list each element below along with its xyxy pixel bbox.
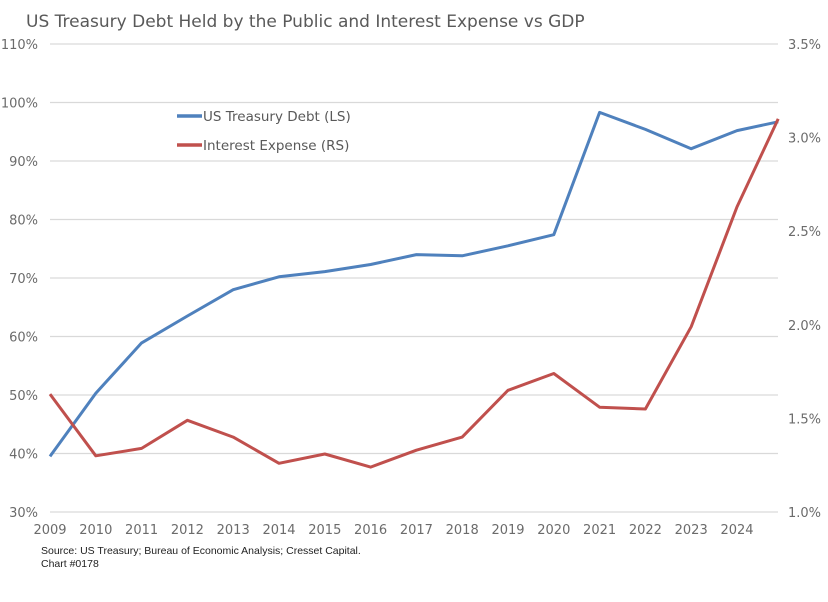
series-group xyxy=(48,110,780,469)
left-tick-label: 80% xyxy=(9,214,38,229)
x-tick-label: 2021 xyxy=(583,523,616,538)
left-tick-label: 50% xyxy=(9,389,38,404)
x-tick-label: 2014 xyxy=(262,523,295,538)
left-tick-label: 40% xyxy=(9,448,38,463)
left-tick-label: 60% xyxy=(9,331,38,346)
series-line-treasury-debt xyxy=(48,110,779,458)
x-tick-label: 2017 xyxy=(400,523,433,538)
left-tick-label: 70% xyxy=(9,272,38,287)
x-tick-label: 2024 xyxy=(720,523,753,538)
x-tick-label: 2018 xyxy=(446,523,479,538)
left-axis: 30% 40% 50% 60% 70% 80% 90% 100% 110% xyxy=(1,38,38,521)
x-tick-label: 2009 xyxy=(33,523,66,538)
x-tick-label: 2012 xyxy=(171,523,204,538)
left-tick-label: 90% xyxy=(9,155,38,170)
right-tick-label: 2.0% xyxy=(788,319,821,334)
right-tick-label: 2.5% xyxy=(788,225,821,240)
legend-label-interest: Interest Expense (RS) xyxy=(203,138,349,154)
legend-label-debt: US Treasury Debt (LS) xyxy=(203,109,351,125)
x-tick-label: 2016 xyxy=(354,523,387,538)
right-tick-label: 3.5% xyxy=(788,38,821,53)
legend: US Treasury Debt (LS) Interest Expense (… xyxy=(177,109,351,154)
x-tick-label: 2013 xyxy=(217,523,250,538)
x-tick-label: 2010 xyxy=(79,523,112,538)
gridlines xyxy=(50,43,778,513)
chart-title: US Treasury Debt Held by the Public and … xyxy=(26,12,585,32)
left-tick-label: 100% xyxy=(1,97,38,112)
x-tick-label: 2023 xyxy=(675,523,708,538)
series-line-interest-expense xyxy=(48,118,780,469)
chart-id: Chart #0178 xyxy=(41,558,99,570)
left-tick-label: 30% xyxy=(9,506,38,521)
left-tick-label: 110% xyxy=(1,38,38,53)
right-axis: 1.0% 1.5% 2.0% 2.5% 3.0% 3.5% xyxy=(788,38,821,521)
right-tick-label: 3.0% xyxy=(788,132,821,147)
x-tick-label: 2019 xyxy=(491,523,524,538)
right-tick-label: 1.0% xyxy=(788,506,821,521)
x-tick-label: 2020 xyxy=(537,523,570,538)
x-tick-label: 2011 xyxy=(125,523,158,538)
x-axis: 2009 2010 2011 2012 2013 2014 2015 2016 2017 2018… xyxy=(33,523,753,538)
source-note: Source: US Treasury; Bureau of Economic … xyxy=(41,545,361,557)
x-tick-label: 2022 xyxy=(629,523,662,538)
x-tick-label: 2015 xyxy=(308,523,341,538)
right-tick-label: 1.5% xyxy=(788,412,821,427)
